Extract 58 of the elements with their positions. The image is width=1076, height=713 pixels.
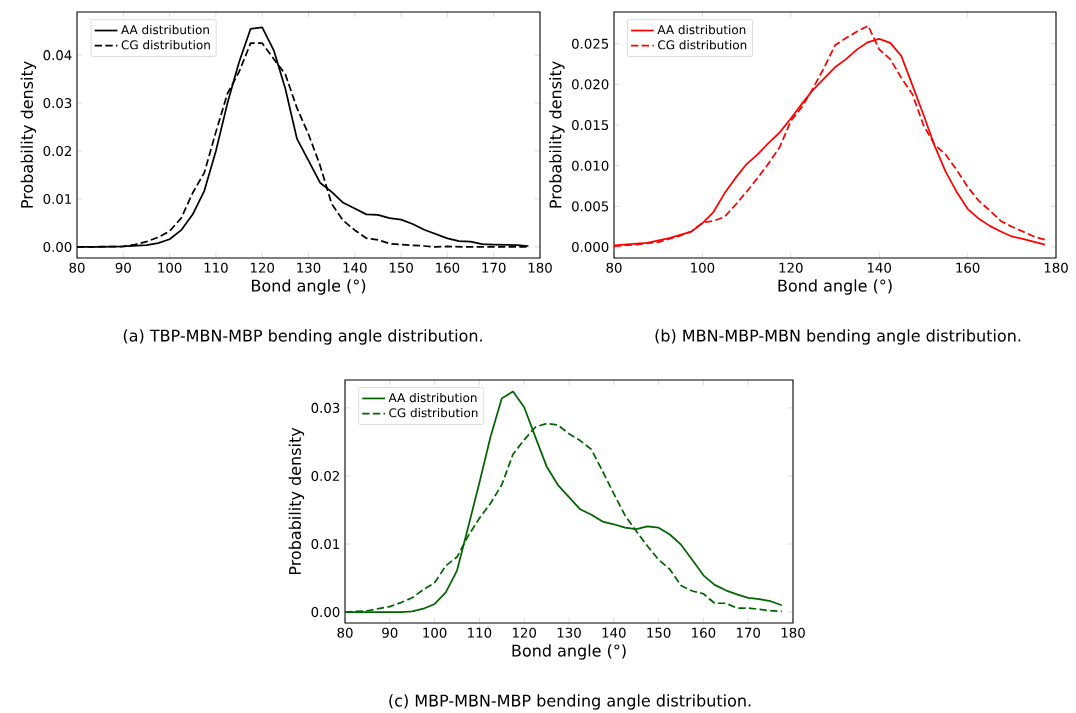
text: (a) TBP-MBN-MBP bending angle distribution. (123, 329, 482, 345)
x-tick-label: 180 (1044, 262, 1068, 273)
legend-label: AA distribution (121, 24, 209, 35)
y-tick-label: 0.005 (572, 201, 609, 212)
legend-label: AA distribution (657, 24, 746, 35)
x-tick-label: 140 (867, 262, 892, 273)
x-axis-title: Bond angle (°) (512, 644, 626, 660)
x-tick-label: 130 (557, 627, 581, 638)
x-tick-label: 80 (69, 262, 85, 273)
x-tick-label: 120 (512, 627, 537, 638)
legend-label: CG distribution (121, 40, 210, 50)
y-tick-label: 0.020 (572, 79, 609, 90)
x-tick-label: 110 (468, 627, 492, 638)
x-tick-label: 100 (423, 627, 447, 638)
y-axis-title: Probability density (288, 427, 305, 575)
y-tick-label: 0.04 (43, 50, 72, 61)
y-axis-title: Probability density (549, 61, 565, 208)
text: (b) MBN-MBP-MBN bending angle distribution. (655, 329, 1021, 345)
x-tick-label: 120 (779, 262, 803, 273)
x-axis-title: Bond angle (°) (778, 279, 892, 295)
y-tick-label: 0.000 (572, 241, 609, 253)
x-tick-label: 90 (382, 627, 398, 638)
x-tick-label: 140 (343, 262, 367, 273)
x-tick-label: 110 (204, 262, 228, 273)
x-tick-label: 90 (115, 262, 131, 273)
x-tick-label: 100 (158, 262, 182, 273)
y-tick-label: 0.01 (311, 538, 340, 550)
y-tick-label: 0.010 (572, 160, 609, 171)
y-axis-title: Probability density (20, 61, 37, 208)
x-tick-label: 130 (297, 262, 321, 273)
text: (c) MBP-MBN-MBP bending angle distribution. (389, 694, 751, 710)
x-tick-label: 100 (691, 262, 715, 273)
y-tick-label: 0.02 (311, 470, 339, 482)
x-tick-label: 170 (736, 627, 761, 638)
x-tick-label: 180 (528, 262, 552, 273)
x-tick-label: 180 (781, 627, 805, 638)
y-tick-label: 0.015 (572, 119, 609, 131)
x-tick-label: 140 (602, 627, 626, 638)
x-tick-label: 80 (337, 627, 353, 638)
x-tick-label: 160 (436, 262, 460, 273)
x-tick-label: 160 (692, 627, 716, 638)
y-tick-label: 0.00 (311, 607, 340, 618)
x-axis-title: Bond angle (°) (252, 279, 366, 295)
x-tick-label: 150 (389, 262, 413, 273)
legend-label: AA distribution (388, 392, 477, 403)
y-tick-label: 0.03 (43, 98, 72, 109)
y-tick-label: 0.025 (572, 38, 609, 49)
x-tick-label: 80 (606, 262, 622, 273)
x-tick-label: 150 (647, 627, 671, 638)
x-tick-label: 120 (250, 262, 275, 273)
x-tick-label: 160 (956, 262, 980, 273)
legend-label: CG distribution (389, 408, 478, 418)
y-tick-label: 0.03 (311, 402, 340, 413)
y-tick-label: 0.01 (43, 193, 72, 205)
y-tick-label: 0.00 (43, 241, 72, 252)
x-tick-label: 170 (482, 262, 506, 273)
y-tick-label: 0.02 (43, 145, 71, 157)
legend-label: CG distribution (658, 40, 747, 50)
